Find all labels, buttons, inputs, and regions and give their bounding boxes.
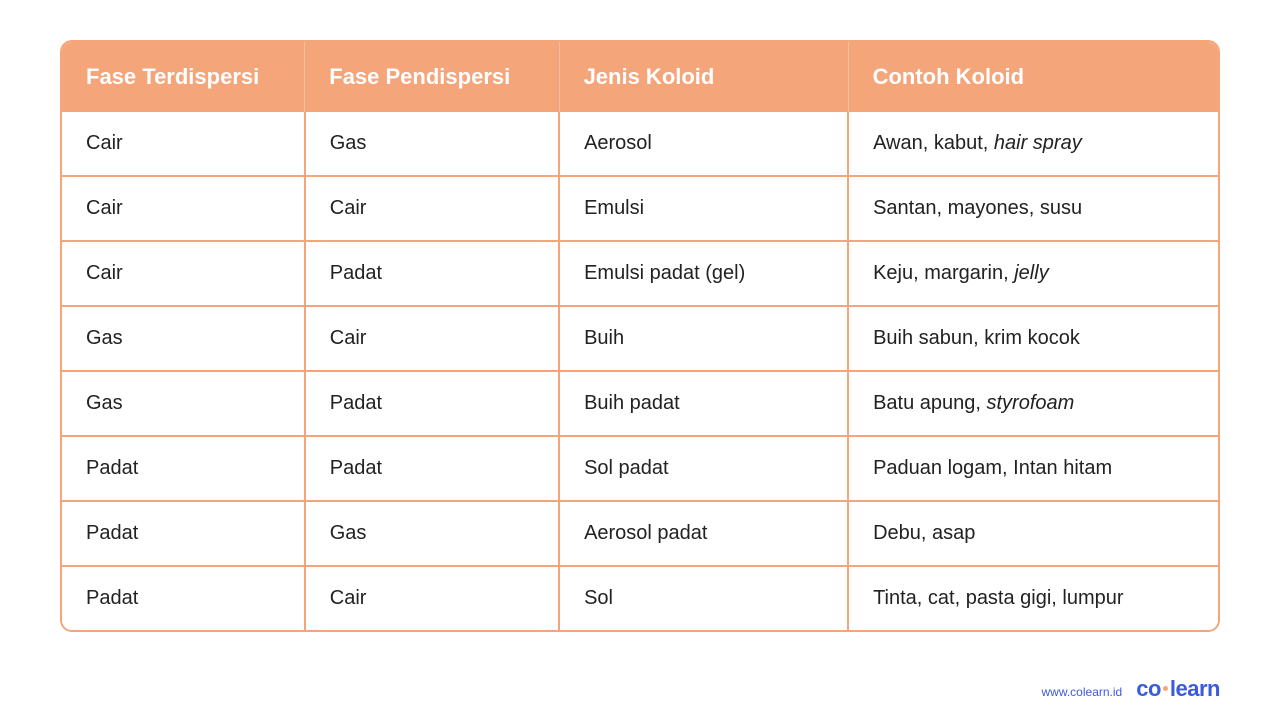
cell-contoh: Tinta, cat, pasta gigi, lumpur [848, 566, 1218, 630]
colloid-table: Fase Terdispersi Fase Pendispersi Jenis … [62, 42, 1218, 630]
cell-pendispersi: Gas [305, 112, 559, 176]
table-header-row: Fase Terdispersi Fase Pendispersi Jenis … [62, 42, 1218, 112]
cell-pendispersi: Padat [305, 436, 559, 501]
cell-jenis: Emulsi padat (gel) [559, 241, 848, 306]
col-header-contoh: Contoh Koloid [848, 42, 1218, 112]
cell-terdispersi: Padat [62, 436, 305, 501]
cell-jenis: Buih [559, 306, 848, 371]
table-row: Padat Cair Sol Tinta, cat, pasta gigi, l… [62, 566, 1218, 630]
table-row: Gas Padat Buih padat Batu apung, styrofo… [62, 371, 1218, 436]
cell-jenis: Sol [559, 566, 848, 630]
cell-terdispersi: Gas [62, 371, 305, 436]
cell-contoh: Paduan logam, Intan hitam [848, 436, 1218, 501]
cell-contoh: Santan, mayones, susu [848, 176, 1218, 241]
table-row: Cair Cair Emulsi Santan, mayones, susu [62, 176, 1218, 241]
cell-pendispersi: Padat [305, 241, 559, 306]
cell-terdispersi: Padat [62, 566, 305, 630]
cell-terdispersi: Cair [62, 112, 305, 176]
cell-jenis: Sol padat [559, 436, 848, 501]
colloid-table-container: Fase Terdispersi Fase Pendispersi Jenis … [60, 40, 1220, 632]
colearn-logo: colearn [1136, 676, 1220, 702]
table-row: Cair Gas Aerosol Awan, kabut, hair spray [62, 112, 1218, 176]
table-row: Gas Cair Buih Buih sabun, krim kocok [62, 306, 1218, 371]
cell-contoh: Buih sabun, krim kocok [848, 306, 1218, 371]
table-row: Padat Gas Aerosol padat Debu, asap [62, 501, 1218, 566]
cell-pendispersi: Cair [305, 566, 559, 630]
cell-contoh: Debu, asap [848, 501, 1218, 566]
footer: www.colearn.id colearn [1042, 676, 1220, 702]
cell-terdispersi: Gas [62, 306, 305, 371]
col-header-terdispersi: Fase Terdispersi [62, 42, 305, 112]
table-row: Cair Padat Emulsi padat (gel) Keju, marg… [62, 241, 1218, 306]
cell-jenis: Aerosol padat [559, 501, 848, 566]
cell-pendispersi: Cair [305, 176, 559, 241]
logo-dot-icon [1163, 686, 1168, 691]
cell-terdispersi: Cair [62, 241, 305, 306]
cell-terdispersi: Cair [62, 176, 305, 241]
cell-jenis: Aerosol [559, 112, 848, 176]
cell-contoh: Awan, kabut, hair spray [848, 112, 1218, 176]
footer-url: www.colearn.id [1042, 685, 1123, 699]
col-header-jenis: Jenis Koloid [559, 42, 848, 112]
col-header-pendispersi: Fase Pendispersi [305, 42, 559, 112]
cell-pendispersi: Cair [305, 306, 559, 371]
cell-jenis: Emulsi [559, 176, 848, 241]
cell-pendispersi: Padat [305, 371, 559, 436]
cell-terdispersi: Padat [62, 501, 305, 566]
cell-pendispersi: Gas [305, 501, 559, 566]
table-row: Padat Padat Sol padat Paduan logam, Inta… [62, 436, 1218, 501]
cell-contoh: Batu apung, styrofoam [848, 371, 1218, 436]
cell-contoh: Keju, margarin, jelly [848, 241, 1218, 306]
cell-jenis: Buih padat [559, 371, 848, 436]
